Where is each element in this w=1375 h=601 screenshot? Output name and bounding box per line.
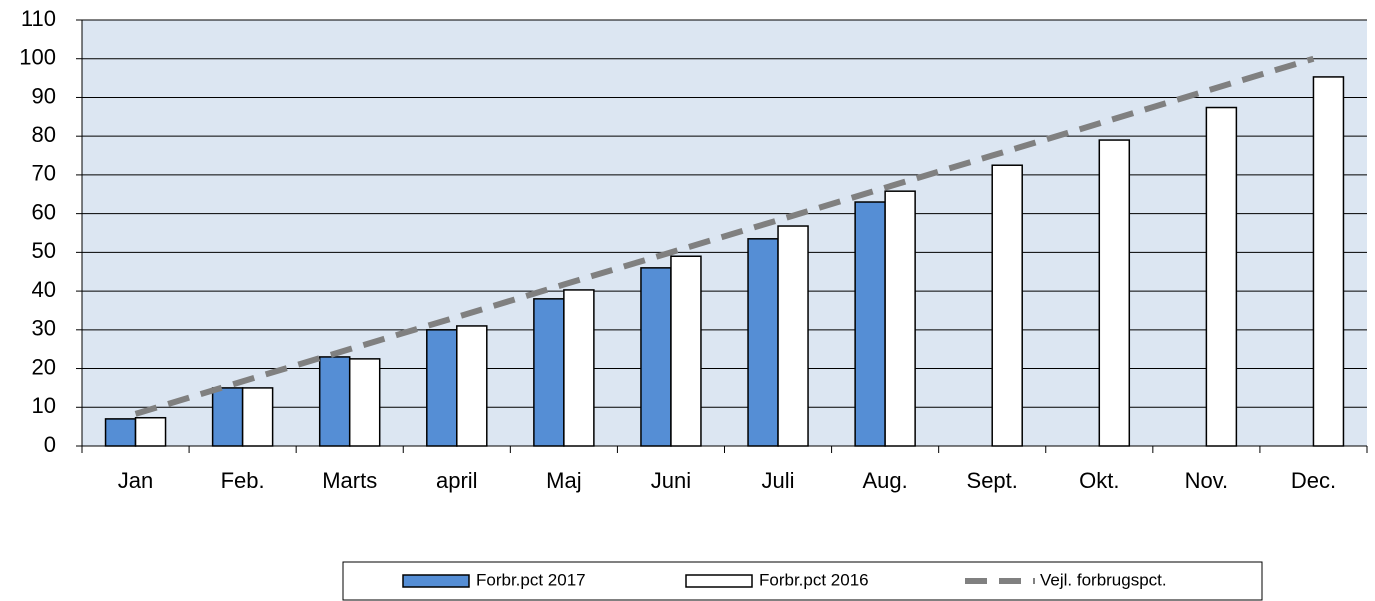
legend-swatch bbox=[685, 574, 753, 588]
bar bbox=[777, 225, 809, 447]
y-tick-label: 50 bbox=[32, 238, 56, 263]
legend-box bbox=[342, 561, 1263, 601]
bar bbox=[104, 418, 137, 447]
bar bbox=[134, 416, 167, 447]
y-tick-label: 90 bbox=[32, 83, 56, 108]
legend-label: Forbr.pct 2016 bbox=[759, 570, 869, 589]
bar bbox=[1312, 76, 1345, 447]
bar bbox=[456, 325, 488, 447]
bar bbox=[991, 164, 1023, 447]
legend: Forbr.pct 2017 Forbr.pct 2016 Vejl. forbru… bbox=[342, 561, 1263, 601]
legend-label: Forbr.pct 2017 bbox=[476, 570, 586, 589]
y-tick-label: 80 bbox=[32, 122, 56, 147]
plot-area bbox=[82, 20, 1367, 446]
bar bbox=[426, 329, 458, 447]
x-tick-label: Juli bbox=[762, 468, 795, 493]
y-tick-label: 10 bbox=[32, 393, 56, 418]
x-tick-label: Feb. bbox=[221, 468, 265, 493]
bar bbox=[211, 387, 244, 447]
bar bbox=[884, 190, 916, 447]
y-tick-label: 100 bbox=[19, 45, 56, 70]
bar bbox=[563, 289, 595, 447]
bar bbox=[318, 356, 351, 447]
y-tick-label: 0 bbox=[44, 432, 56, 457]
line-series bbox=[134, 55, 1315, 417]
y-tick-label: 60 bbox=[32, 199, 56, 224]
legend-swatch bbox=[402, 574, 470, 588]
bar bbox=[1098, 139, 1131, 447]
x-tick-label: Okt. bbox=[1079, 468, 1119, 493]
x-tick-label: Juni bbox=[651, 468, 691, 493]
bar bbox=[670, 255, 702, 447]
x-tick-label: Sept. bbox=[967, 468, 1018, 493]
bar bbox=[747, 238, 779, 447]
bar bbox=[348, 358, 381, 447]
y-tick-label: 70 bbox=[32, 161, 56, 186]
x-tick-label: Dec. bbox=[1291, 468, 1336, 493]
x-tick-label: Maj bbox=[546, 468, 581, 493]
legend-label: Vejl. forbrugspct. bbox=[1040, 570, 1167, 589]
x-tick-label: Nov. bbox=[1185, 468, 1229, 493]
y-tick-label: 20 bbox=[32, 354, 56, 379]
x-tick-label: april bbox=[436, 468, 478, 493]
bar bbox=[533, 298, 565, 447]
x-tick-label: Jan bbox=[118, 468, 153, 493]
y-tick-label: 40 bbox=[32, 277, 56, 302]
y-tick-label: 110 bbox=[21, 6, 56, 31]
x-tick-label: Marts bbox=[322, 468, 377, 493]
bar bbox=[241, 387, 274, 447]
bar bbox=[640, 267, 672, 447]
y-tick-label: 30 bbox=[32, 316, 56, 341]
x-tick-label: Aug. bbox=[862, 468, 907, 493]
bar bbox=[854, 201, 886, 447]
bar bbox=[1205, 106, 1238, 447]
